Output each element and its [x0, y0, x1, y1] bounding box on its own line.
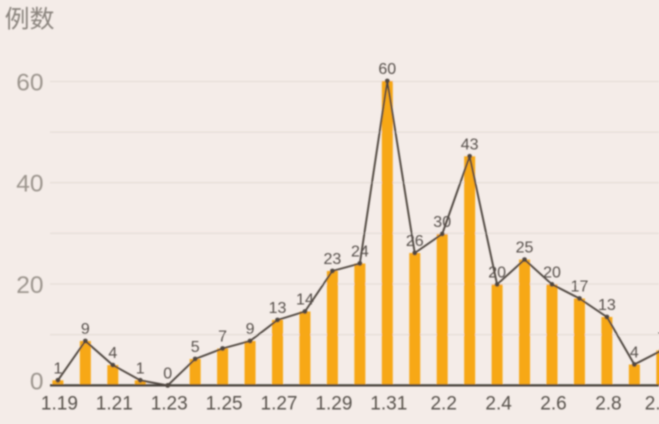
svg-text:2.10: 2.10 — [645, 394, 659, 415]
svg-text:2.6: 2.6 — [540, 394, 566, 415]
svg-text:1.29: 1.29 — [315, 394, 352, 415]
svg-text:4: 4 — [630, 345, 639, 362]
svg-text:23: 23 — [324, 251, 342, 268]
svg-text:1.19: 1.19 — [41, 394, 78, 415]
svg-text:7: 7 — [218, 329, 227, 346]
svg-text:20: 20 — [543, 264, 561, 281]
svg-text:17: 17 — [571, 279, 589, 296]
svg-text:9: 9 — [81, 321, 90, 338]
svg-text:1.31: 1.31 — [370, 394, 407, 415]
svg-text:2.8: 2.8 — [595, 394, 621, 415]
svg-text:5: 5 — [191, 339, 200, 356]
svg-text:30: 30 — [433, 214, 451, 231]
svg-text:1: 1 — [53, 360, 62, 377]
svg-text:2.4: 2.4 — [485, 394, 512, 415]
svg-text:24: 24 — [351, 244, 369, 261]
svg-text:14: 14 — [296, 292, 314, 309]
svg-text:1: 1 — [136, 360, 145, 377]
svg-text:60: 60 — [378, 61, 396, 78]
svg-text:13: 13 — [598, 297, 616, 314]
svg-text:1.21: 1.21 — [96, 394, 133, 415]
svg-text:7: 7 — [657, 330, 659, 347]
svg-text:1.27: 1.27 — [261, 394, 298, 415]
svg-text:20: 20 — [16, 272, 43, 299]
svg-text:26: 26 — [406, 233, 424, 250]
svg-text:9: 9 — [246, 321, 255, 338]
svg-text:1.23: 1.23 — [151, 394, 188, 415]
svg-text:43: 43 — [461, 136, 479, 153]
svg-text:13: 13 — [269, 300, 287, 317]
svg-text:4: 4 — [108, 345, 117, 362]
svg-text:0: 0 — [30, 369, 44, 396]
svg-text:0: 0 — [163, 365, 172, 382]
svg-text:25: 25 — [516, 240, 534, 257]
svg-text:20: 20 — [488, 264, 506, 281]
svg-text:2.2: 2.2 — [430, 394, 456, 415]
svg-text:1.25: 1.25 — [206, 394, 243, 415]
svg-text:60: 60 — [16, 70, 43, 97]
svg-text:40: 40 — [16, 171, 43, 198]
